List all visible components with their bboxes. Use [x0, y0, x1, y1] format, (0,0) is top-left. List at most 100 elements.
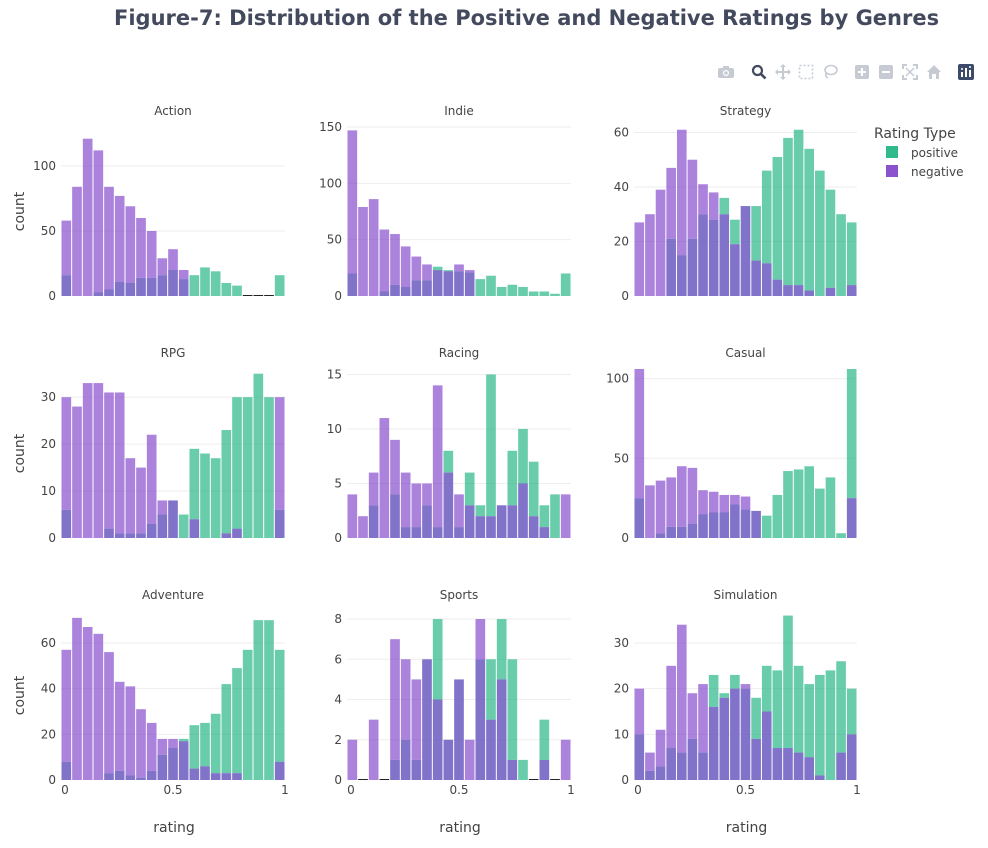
bar-positive[interactable]	[761, 515, 772, 538]
lasso-icon[interactable]	[820, 62, 840, 82]
bar-overlap[interactable]	[507, 505, 518, 538]
bar-negative[interactable]	[104, 652, 114, 774]
bar-overlap[interactable]	[390, 759, 400, 780]
bar-overlap[interactable]	[730, 244, 740, 296]
bar-overlap[interactable]	[666, 526, 676, 538]
bar-negative[interactable]	[93, 633, 104, 780]
bar-overlap[interactable]	[751, 260, 761, 296]
bar-negative[interactable]	[136, 709, 146, 778]
bar-overlap[interactable]	[443, 739, 454, 780]
bar-overlap[interactable]	[189, 768, 200, 780]
bar-positive[interactable]	[539, 291, 550, 296]
bar-overlap[interactable]	[221, 533, 232, 538]
bar-positive[interactable]	[189, 725, 200, 769]
bar-positive[interactable]	[507, 284, 518, 296]
bar-overlap[interactable]	[125, 775, 136, 780]
bar-positive[interactable]	[815, 488, 825, 538]
bar-overlap[interactable]	[846, 734, 857, 780]
bar-negative[interactable]	[390, 439, 400, 495]
bar-positive[interactable]	[221, 684, 232, 774]
bar-positive[interactable]	[539, 505, 550, 528]
bar-negative[interactable]	[655, 480, 666, 534]
bar-positive[interactable]	[486, 374, 496, 517]
bar-positive[interactable]	[804, 684, 815, 758]
bar-overlap[interactable]	[454, 527, 464, 538]
bar-overlap[interactable]	[698, 752, 708, 780]
bar-overlap[interactable]	[274, 509, 285, 538]
bar-overlap[interactable]	[178, 741, 189, 780]
bar-negative[interactable]	[422, 483, 432, 506]
bar-positive[interactable]	[274, 649, 285, 762]
bar-overlap[interactable]	[793, 752, 804, 780]
bar-overlap[interactable]	[645, 770, 655, 780]
bar-positive[interactable]	[507, 659, 518, 760]
bar-overlap[interactable]	[655, 533, 666, 538]
bar-positive[interactable]	[846, 688, 857, 735]
bar-overlap[interactable]	[368, 505, 379, 538]
bar-overlap[interactable]	[751, 510, 761, 538]
bar-positive[interactable]	[751, 206, 761, 261]
bar-overlap[interactable]	[761, 711, 772, 780]
bar-negative[interactable]	[125, 458, 136, 534]
bar-positive[interactable]	[793, 129, 804, 286]
bar-positive[interactable]	[264, 620, 274, 780]
bar-overlap[interactable]	[698, 514, 708, 538]
bar-overlap[interactable]	[114, 533, 125, 538]
bar-negative[interactable]	[432, 385, 443, 528]
bar-overlap[interactable]	[422, 505, 432, 538]
bar-positive[interactable]	[518, 759, 528, 780]
bar-positive[interactable]	[772, 670, 783, 749]
bar-positive[interactable]	[232, 285, 242, 296]
bar-positive[interactable]	[793, 665, 804, 753]
bar-overlap[interactable]	[146, 277, 157, 296]
bar-overlap[interactable]	[411, 527, 422, 538]
bar-positive[interactable]	[528, 291, 539, 296]
bar-positive[interactable]	[719, 197, 730, 215]
bar-negative[interactable]	[136, 218, 146, 278]
bar-positive[interactable]	[730, 674, 740, 689]
bar-negative[interactable]	[645, 485, 655, 538]
bar-negative[interactable]	[708, 192, 719, 220]
bar-overlap[interactable]	[157, 514, 168, 538]
camera-icon[interactable]	[716, 62, 736, 82]
bar-negative[interactable]	[347, 739, 358, 780]
bar-negative[interactable]	[72, 406, 82, 538]
bar-overlap[interactable]	[168, 270, 178, 296]
bar-overlap[interactable]	[125, 283, 136, 296]
bar-negative[interactable]	[61, 649, 72, 762]
zoom-icon[interactable]	[749, 62, 769, 82]
bar-negative[interactable]	[698, 684, 708, 753]
bar-positive[interactable]	[496, 286, 507, 296]
bar-negative[interactable]	[82, 138, 93, 296]
bar-overlap[interactable]	[793, 285, 804, 296]
bar-negative[interactable]	[61, 220, 72, 276]
bar-overlap[interactable]	[411, 759, 422, 780]
bar-negative[interactable]	[634, 369, 645, 499]
bar-negative[interactable]	[666, 665, 676, 749]
bar-overlap[interactable]	[157, 275, 168, 296]
bar-overlap[interactable]	[740, 688, 751, 780]
bar-overlap[interactable]	[114, 770, 125, 780]
bar-negative[interactable]	[740, 496, 751, 510]
bar-overlap[interactable]	[400, 527, 411, 538]
bar-negative[interactable]	[464, 739, 475, 780]
box-select-icon[interactable]	[796, 62, 816, 82]
bar-overlap[interactable]	[730, 504, 740, 538]
bar-negative[interactable]	[114, 195, 125, 282]
bar-negative[interactable]	[560, 739, 571, 780]
bar-negative[interactable]	[676, 624, 687, 753]
bar-positive[interactable]	[815, 170, 825, 296]
bar-negative[interactable]	[368, 472, 379, 506]
bar-positive[interactable]	[825, 477, 836, 538]
bar-positive[interactable]	[464, 472, 475, 506]
bar-positive[interactable]	[432, 266, 443, 271]
bar-overlap[interactable]	[783, 748, 793, 780]
bar-overlap[interactable]	[454, 679, 464, 780]
bar-overlap[interactable]	[400, 739, 411, 780]
bar-positive[interactable]	[200, 453, 210, 539]
bar-positive[interactable]	[825, 189, 836, 288]
bar-negative[interactable]	[730, 494, 740, 505]
bar-overlap[interactable]	[232, 773, 242, 780]
bar-negative[interactable]	[698, 184, 708, 215]
bar-positive[interactable]	[432, 619, 443, 700]
